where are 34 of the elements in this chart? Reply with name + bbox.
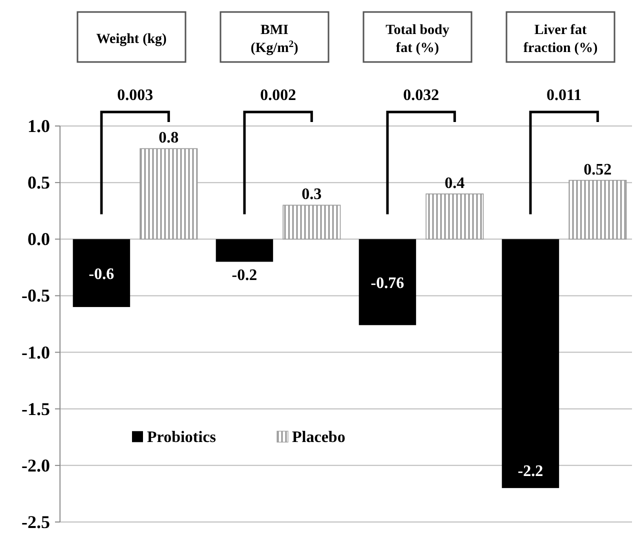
text: 0.032 (403, 87, 440, 104)
data-label: -0.6 (88, 266, 114, 284)
x-tick-label: Total body fat (%) (386, 23, 450, 56)
x-tick-label: Weight (kg) (96, 32, 168, 47)
x-tick-label: Liver fat fraction (%) (523, 23, 598, 56)
legend-label: Placebo (292, 429, 346, 446)
data-label: 0.3 (302, 186, 322, 204)
bar (568, 180, 627, 240)
y-tick-label: -2.5 (22, 512, 50, 532)
bar (282, 204, 341, 240)
data-label: -0.76 (370, 275, 404, 292)
x-tick-label: BMI (Kg/m$^{2}$) (250, 23, 299, 56)
y-tick-label: -1.5 (22, 398, 50, 419)
bar (72, 239, 130, 308)
y-tick-label: 0.5 (28, 172, 50, 193)
y-tick-label: 1.0 (28, 116, 50, 136)
bar (216, 239, 274, 262)
y-tick-label: 0.0 (28, 229, 50, 250)
data-label: -0.2 (232, 266, 258, 284)
bar (140, 148, 198, 240)
text: 0.011 (546, 87, 582, 104)
legend-label: Probiotics (147, 429, 216, 446)
bar (426, 193, 484, 240)
y-tick-label: -0.5 (22, 286, 50, 306)
bar (358, 239, 416, 326)
bar (502, 239, 560, 488)
data-label: 0.8 (158, 130, 179, 147)
data-label: 0.4 (444, 174, 465, 192)
text: 0.003 (117, 87, 154, 104)
text: 0.002 (260, 87, 296, 104)
data-label: -2.2 (518, 463, 544, 480)
y-tick-label: -2.0 (22, 455, 50, 476)
data-label: 0.52 (584, 161, 612, 178)
y-tick-label: -1.0 (22, 342, 50, 362)
